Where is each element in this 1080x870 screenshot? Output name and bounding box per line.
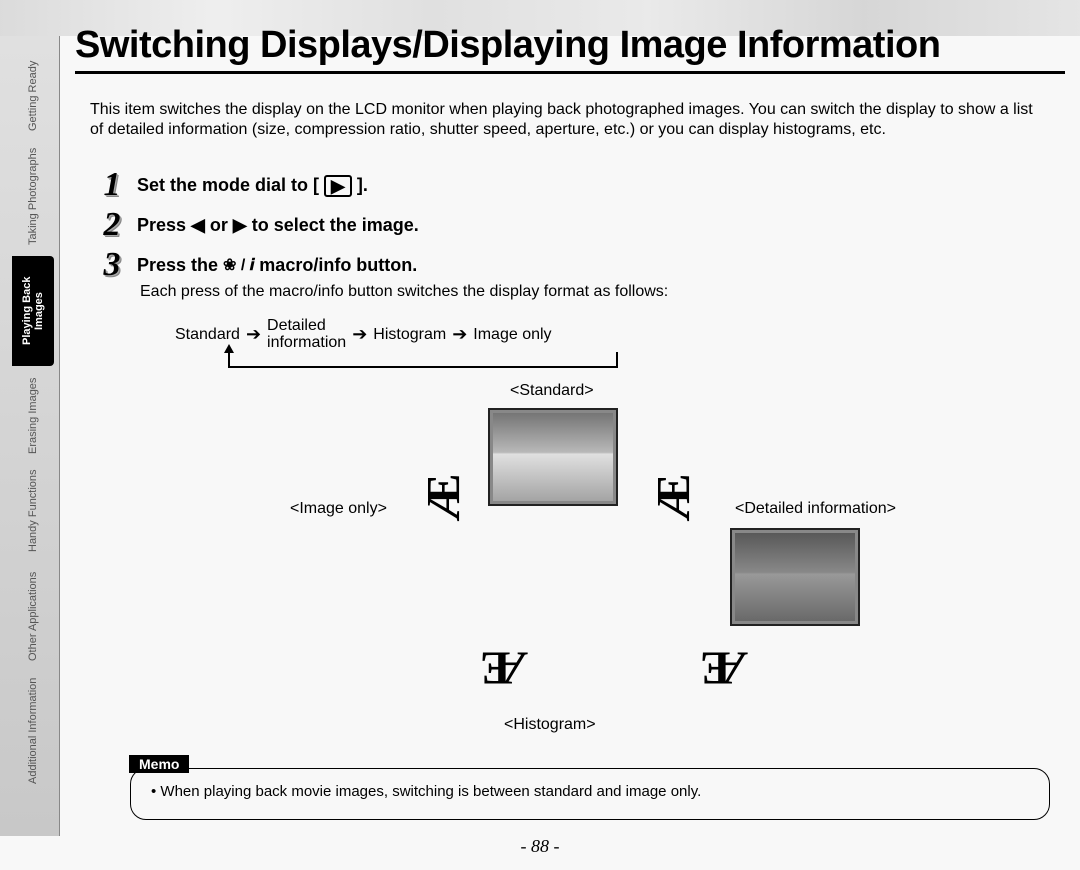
arrow-glyph: Æ xyxy=(480,640,528,695)
step-1-post: ]. xyxy=(357,175,368,195)
flow-return-arrow xyxy=(228,352,618,368)
display-cycle-diagram: <Standard> <Image only> <Detailed inform… xyxy=(270,380,970,760)
step-2-text: Press ◀ or ▶ to select the image. xyxy=(137,208,419,237)
arrow-glyph: Æ xyxy=(647,474,702,522)
step-1-pre: Set the mode dial to [ xyxy=(137,175,319,195)
arrow-right-icon: ➔ xyxy=(352,324,367,345)
label-image-only: <Image only> xyxy=(290,500,387,518)
arrow-glyph: Æ xyxy=(700,640,748,695)
label-histogram: <Histogram> xyxy=(504,716,596,734)
step-1: 1 Set the mode dial to [ ▶ ]. xyxy=(95,168,368,202)
sidebar-tab-other-applications[interactable]: Other Applications xyxy=(12,566,54,666)
arrow-glyph: Æ xyxy=(417,474,472,522)
sidebar-tab-additional-information[interactable]: Additional Information xyxy=(12,676,54,786)
step-number-icon: 1 xyxy=(95,168,129,202)
memo-box: Memo • When playing back movie images, s… xyxy=(130,768,1050,820)
step-3-text: Press the ❀ / 𝒊 macro/info button. xyxy=(137,248,417,277)
sidebar-tab-erasing-images[interactable]: Erasing Images xyxy=(12,376,54,456)
page-title: Switching Displays/Displaying Image Info… xyxy=(75,24,1065,74)
page-number: - 88 - xyxy=(0,836,1080,857)
step-3-post: macro/info button. xyxy=(259,255,417,275)
sidebar-tab-handy-functions[interactable]: Handy Functions xyxy=(12,466,54,556)
flow-detailed: Detailed information xyxy=(267,318,346,352)
memo-text: • When playing back movie images, switch… xyxy=(151,783,701,800)
step-3: 3 Press the ❀ / 𝒊 macro/info button. xyxy=(95,248,417,282)
memo-tag: Memo xyxy=(129,755,189,773)
label-detailed: <Detailed information> xyxy=(735,500,896,518)
step-3-subtext: Each press of the macro/info button swit… xyxy=(140,282,668,302)
step-3-pre: Press the xyxy=(137,255,223,275)
playback-mode-icon: ▶ xyxy=(324,175,352,197)
arrow-right-icon: ➔ xyxy=(452,324,467,345)
play-triangle-icon: ▶ xyxy=(331,176,345,196)
sidebar: Getting Ready Taking Photographs Playing… xyxy=(0,36,60,836)
sidebar-tab-getting-ready[interactable]: Getting Ready xyxy=(12,56,54,136)
thumb-standard xyxy=(488,408,618,506)
flow-detailed-1: Detailed xyxy=(267,318,346,335)
flow-detailed-2: information xyxy=(267,335,346,352)
flow-histogram: Histogram xyxy=(373,326,446,344)
flow-image-only: Image only xyxy=(473,326,551,344)
flow-standard: Standard xyxy=(175,326,240,344)
arrow-right-icon: ➔ xyxy=(246,324,261,345)
thumb-detailed xyxy=(730,528,860,626)
sidebar-tab-playing-back-images[interactable]: Playing Back Images xyxy=(12,256,54,366)
intro-paragraph: This item switches the display on the LC… xyxy=(90,100,1050,140)
label-standard: <Standard> xyxy=(510,382,594,400)
sidebar-tab-taking-photographs[interactable]: Taking Photographs xyxy=(12,146,54,246)
step-1-text: Set the mode dial to [ ▶ ]. xyxy=(137,168,368,197)
step-number-icon: 2 xyxy=(95,208,129,242)
step-number-icon: 3 xyxy=(95,248,129,282)
macro-info-icon: ❀ / 𝒊 xyxy=(223,257,254,274)
step-2: 2 Press ◀ or ▶ to select the image. xyxy=(95,208,419,242)
